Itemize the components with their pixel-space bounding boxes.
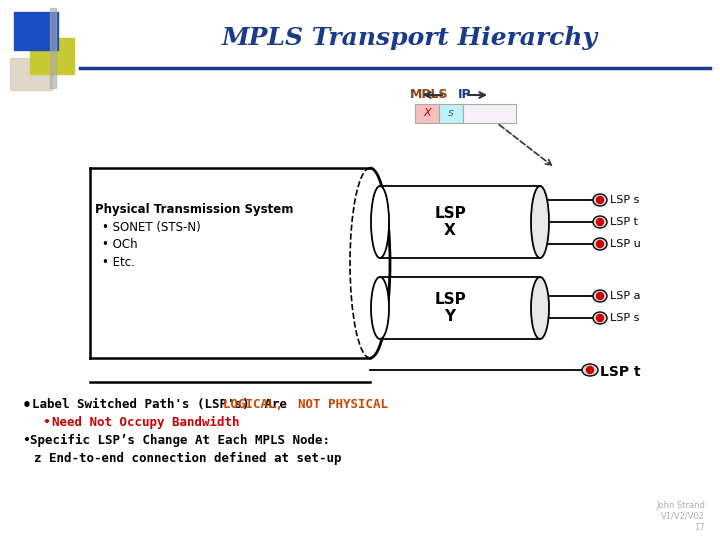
Text: LOGICAL,  NOT PHYSICAL: LOGICAL, NOT PHYSICAL	[222, 398, 388, 411]
Ellipse shape	[371, 186, 389, 258]
Text: • OCh: • OCh	[102, 239, 138, 252]
Ellipse shape	[531, 277, 549, 339]
Text: LSP a: LSP a	[610, 291, 641, 301]
Text: IP: IP	[458, 89, 472, 102]
Text: LSP u: LSP u	[610, 239, 641, 249]
Ellipse shape	[593, 194, 607, 206]
Ellipse shape	[593, 216, 607, 228]
Text: MPLS: MPLS	[410, 89, 448, 102]
Text: • Etc.: • Etc.	[102, 255, 135, 268]
Text: LSP t: LSP t	[610, 217, 638, 227]
Text: LSP
Y: LSP Y	[434, 292, 466, 324]
Bar	[50, 8, 56, 88]
Text: John Strand
V1/V2/V02
17: John Strand V1/V2/V02 17	[656, 501, 705, 532]
Text: Label Switched Path's (LSP's)  Are: Label Switched Path's (LSP's) Are	[32, 398, 294, 411]
Bar	[14, 12, 58, 50]
Text: LSP s: LSP s	[610, 195, 639, 205]
Bar	[415, 104, 439, 123]
Text: •: •	[42, 416, 50, 429]
Text: z End-to-end connection defined at set-up: z End-to-end connection defined at set-u…	[34, 452, 341, 465]
Circle shape	[596, 293, 603, 300]
Text: Physical Transmission System: Physical Transmission System	[95, 204, 293, 217]
Circle shape	[596, 219, 603, 226]
Bar	[463, 104, 516, 123]
Text: Specific LSP’s Change At Each MPLS Node:: Specific LSP’s Change At Each MPLS Node:	[30, 434, 330, 447]
Ellipse shape	[582, 364, 598, 376]
Ellipse shape	[593, 290, 607, 302]
Ellipse shape	[371, 277, 389, 339]
Circle shape	[587, 367, 593, 374]
Text: •: •	[22, 434, 30, 447]
Text: MPLS Transport Hierarchy: MPLS Transport Hierarchy	[222, 26, 598, 50]
Text: Need Not Occupy Bandwidth: Need Not Occupy Bandwidth	[52, 416, 240, 429]
Ellipse shape	[593, 238, 607, 250]
Ellipse shape	[531, 186, 549, 258]
Circle shape	[596, 314, 603, 321]
Text: X: X	[423, 109, 431, 118]
Circle shape	[596, 240, 603, 247]
Text: LSP s: LSP s	[610, 313, 639, 323]
Bar	[439, 104, 463, 123]
Text: •: •	[22, 398, 32, 413]
Text: • SONET (STS-N): • SONET (STS-N)	[102, 221, 201, 234]
Bar	[10, 58, 52, 90]
Bar	[30, 38, 74, 74]
Circle shape	[596, 197, 603, 204]
Text: LSP
X: LSP X	[434, 206, 466, 238]
Text: s: s	[448, 109, 454, 118]
Ellipse shape	[593, 312, 607, 324]
Text: LSP t: LSP t	[600, 365, 641, 379]
